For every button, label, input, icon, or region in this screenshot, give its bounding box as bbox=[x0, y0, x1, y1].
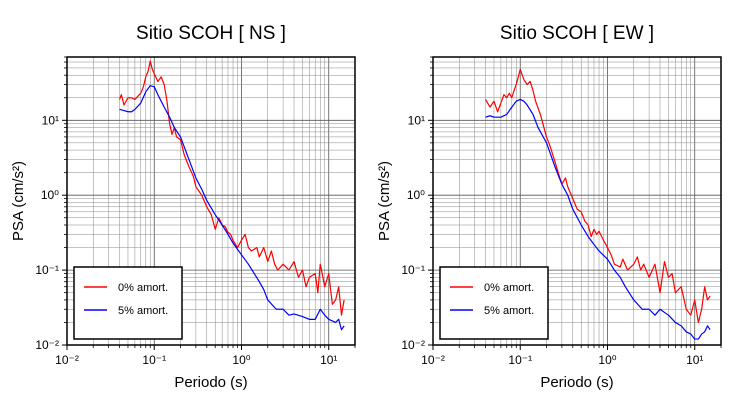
y-tick-label: 10¹ bbox=[408, 113, 425, 127]
y-axis-label: PSA (cm/s²) bbox=[376, 161, 393, 241]
y-tick-label: 10¹ bbox=[42, 113, 59, 127]
y-tick-label: 10⁰ bbox=[41, 188, 59, 202]
chart-title: Sitio SCOH [ EW ] bbox=[500, 23, 654, 44]
y-tick-label: 10⁻² bbox=[35, 338, 59, 352]
y-axis-label: PSA (cm/s²) bbox=[10, 161, 27, 241]
series-line-undamped bbox=[485, 68, 711, 324]
x-tick-label: 10⁻² bbox=[55, 353, 79, 367]
x-axis-label: Periodo (s) bbox=[540, 374, 613, 391]
y-tick-label: 10⁻¹ bbox=[35, 263, 59, 277]
x-tick-label: 10⁻¹ bbox=[508, 353, 532, 367]
series-line-undamped bbox=[118, 60, 345, 316]
legend: 0% amort. 5% amort. bbox=[73, 266, 183, 340]
chart-panel-ns: Sitio SCOH [ NS ] 10⁻²10⁻² 10⁻¹ 10⁻¹ 10⁰ 10⁰ 1… bbox=[10, 23, 356, 391]
legend-label: 0% amort. bbox=[484, 282, 534, 294]
chart-panel-ew: Sitio SCOH [ EW ] 10⁻²10⁻² 10⁻¹ 10⁻¹ 10⁰ 10⁰ 1… bbox=[376, 23, 722, 391]
legend-label: 5% amort. bbox=[118, 305, 168, 317]
x-tick-label: 10⁻² bbox=[421, 353, 445, 367]
legend-box bbox=[439, 266, 549, 340]
x-axis-label: Periodo (s) bbox=[174, 374, 247, 391]
legend-label: 5% amort. bbox=[484, 305, 534, 317]
legend-label: 0% amort. bbox=[118, 282, 168, 294]
y-tick-label: 10⁻¹ bbox=[401, 263, 425, 277]
x-tick-label: 10⁰ bbox=[232, 353, 250, 367]
plot-frame bbox=[432, 56, 722, 346]
plot-frame bbox=[66, 56, 356, 346]
y-tick-label: 10⁻² bbox=[401, 338, 425, 352]
chart-title: Sitio SCOH [ NS ] bbox=[136, 23, 286, 44]
x-tick-label: 10¹ bbox=[320, 353, 337, 367]
series-line-damped bbox=[119, 85, 345, 331]
x-tick-label: 10⁻¹ bbox=[142, 353, 166, 367]
x-tick-label: 10⁰ bbox=[598, 353, 616, 367]
x-tick-label: 10¹ bbox=[686, 353, 703, 367]
legend-box bbox=[73, 266, 183, 340]
y-tick-label: 10⁰ bbox=[407, 188, 425, 202]
series-line-damped bbox=[485, 98, 711, 340]
legend: 0% amort. 5% amort. bbox=[439, 266, 549, 340]
